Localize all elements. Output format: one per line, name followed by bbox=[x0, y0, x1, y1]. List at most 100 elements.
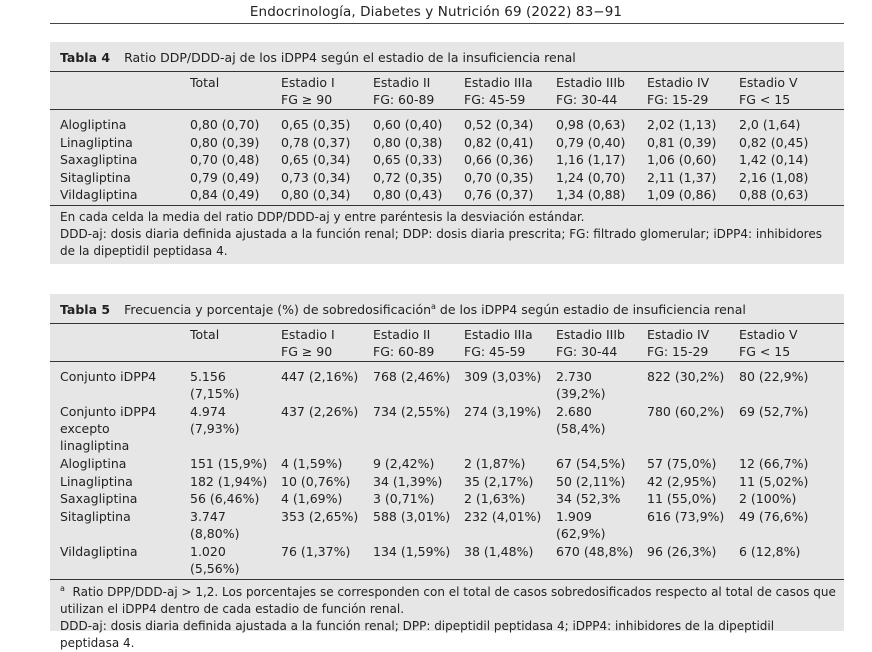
table-cell: 447 (2,16%) bbox=[281, 369, 359, 384]
table-4: Tabla 4 Ratio DDP/DDD-aj de los iDPP4 seg… bbox=[50, 42, 844, 264]
column-subheader: FG ≥ 90 bbox=[281, 92, 333, 107]
table-cell: 4 (1,69%) bbox=[281, 491, 343, 507]
table-4-top-rule bbox=[50, 71, 844, 72]
table-cell: 734 (2,55%) bbox=[373, 404, 451, 419]
table-cell: 0,60 (0,40) bbox=[373, 117, 443, 132]
column-subheader: FG: 45-59 bbox=[464, 92, 526, 107]
column-header: Estadio I bbox=[281, 75, 335, 90]
table-cell: 2,02 (1,13) bbox=[647, 117, 717, 132]
table-cell: 2.730 bbox=[556, 369, 592, 384]
table-5-bottom-rule bbox=[50, 579, 844, 580]
table-cell: 2 (100%) bbox=[739, 491, 797, 507]
column-header: Total bbox=[190, 327, 220, 342]
table-cell: 1.020 bbox=[190, 544, 226, 559]
row-label: Alogliptina bbox=[60, 117, 127, 132]
row-label: Vildagliptina bbox=[60, 544, 138, 559]
table-cell: 780 (60,2%) bbox=[647, 404, 725, 419]
table-5-header-rule bbox=[50, 361, 844, 362]
table-cell: 1,16 (1,17) bbox=[556, 152, 626, 167]
table-cell: (39,2%) bbox=[556, 386, 606, 402]
row-label: Conjunto iDPP4 bbox=[60, 369, 157, 384]
table-cell: 274 (3,19%) bbox=[464, 404, 542, 419]
table-cell: 34 (1,39%) bbox=[373, 473, 443, 489]
table-4-caption: Ratio DDP/DDD-aj de los iDPP4 según el e… bbox=[124, 50, 576, 65]
table-cell: 0,81 (0,39) bbox=[647, 134, 717, 150]
table-cell: 0,79 (0,40) bbox=[556, 134, 626, 150]
table-cell: 56 (6,46%) bbox=[190, 491, 260, 507]
table-cell: 35 (2,17%) bbox=[464, 473, 534, 489]
table-cell: (8,80%) bbox=[190, 526, 240, 542]
table-cell: 80 (22,9%) bbox=[739, 369, 809, 384]
table-5-footnote-2: DDD-aj: dosis diaria definida ajustada a… bbox=[60, 619, 775, 650]
table-4-number: Tabla 4 bbox=[60, 50, 111, 65]
table-cell: 49 (76,6%) bbox=[739, 509, 809, 524]
table-cell: 12 (66,7%) bbox=[739, 456, 809, 472]
table-cell: 0,70 (0,35) bbox=[464, 169, 534, 185]
table-cell: 0,76 (0,37) bbox=[464, 187, 534, 202]
table-4-header-rule bbox=[50, 109, 844, 110]
row-label: Vildagliptina bbox=[60, 187, 138, 202]
row-label: Conjunto iDPP4 bbox=[60, 404, 157, 419]
table-cell: 1,09 (0,86) bbox=[647, 187, 717, 202]
column-header: Estadio IIIa bbox=[464, 75, 533, 90]
column-subheader: FG: 60-89 bbox=[373, 344, 435, 359]
table-cell: 5.156 bbox=[190, 369, 226, 384]
table-cell: (7,15%) bbox=[190, 386, 240, 402]
table-cell: 0,65 (0,34) bbox=[281, 152, 351, 167]
table-5: Tabla 5 Frecuencia y porcentaje (%) de so… bbox=[50, 294, 844, 650]
table-cell: 42 (2,95%) bbox=[647, 473, 717, 489]
table-5-caption: Frecuencia y porcentaje (%) de sobredosi… bbox=[124, 302, 432, 317]
column-subheader: FG: 15-29 bbox=[647, 92, 709, 107]
column-header: Estadio V bbox=[739, 327, 798, 342]
table-cell: 76 (1,37%) bbox=[281, 544, 351, 559]
column-subheader: FG: 15-29 bbox=[647, 344, 709, 359]
table-5-caption-sup: a bbox=[431, 301, 436, 311]
table-cell: 4.974 bbox=[190, 404, 226, 419]
column-header: Estadio I bbox=[281, 327, 335, 342]
table-cell: 353 (2,65%) bbox=[281, 509, 359, 524]
column-header: Estadio II bbox=[373, 327, 431, 342]
table-cell: 2 (1,63%) bbox=[464, 491, 526, 507]
table-5-footnote-1-text: Ratio DPP/DDD-aj > 1,2. Los porcentajes … bbox=[60, 585, 836, 616]
table-cell: 11 (5,02%) bbox=[739, 473, 809, 489]
table-4-title: Tabla 4 Ratio DDP/DDD-aj de los iDPP4 seg… bbox=[60, 50, 576, 65]
table-cell: 2,16 (1,08) bbox=[739, 169, 809, 185]
table-cell: 0,98 (0,63) bbox=[556, 117, 626, 132]
column-subheader: FG: 60-89 bbox=[373, 92, 435, 107]
table-cell: 6 (12,8%) bbox=[739, 544, 801, 559]
table-cell: 67 (54,5%) bbox=[556, 456, 626, 472]
table-cell: 1,24 (0,70) bbox=[556, 169, 626, 185]
table-5-footnote-1: a Ratio DPP/DDD-aj > 1,2. Los porcentaje… bbox=[60, 584, 836, 618]
table-5-top-rule bbox=[50, 323, 844, 324]
page-header: Endocrinología, Diabetes y Nutrición 69 … bbox=[249, 4, 623, 20]
table-cell: 309 (3,03%) bbox=[464, 369, 542, 384]
column-subheader: FG ≥ 90 bbox=[281, 344, 333, 359]
table-cell: 2 (1,87%) bbox=[464, 456, 526, 472]
table-cell: 151 (15,9%) bbox=[190, 456, 268, 472]
table-cell: 588 (3,01%) bbox=[373, 509, 451, 524]
row-label: Saxagliptina bbox=[60, 152, 138, 167]
table-cell: 57 (75,0%) bbox=[647, 456, 717, 472]
table-cell: 2,11 (1,37) bbox=[647, 169, 717, 185]
table-cell: 2.680 bbox=[556, 404, 592, 419]
table-cell: 11 (55,0%) bbox=[647, 491, 717, 507]
table-cell: 768 (2,46%) bbox=[373, 369, 451, 384]
table-cell: 0,80 (0,43) bbox=[373, 187, 443, 202]
table-cell: 96 (26,3%) bbox=[647, 544, 717, 559]
table-cell: 3.747 bbox=[190, 509, 226, 524]
column-subheader: FG: 30-44 bbox=[556, 92, 618, 107]
column-header: Estadio II bbox=[373, 75, 431, 90]
table-cell: 0,72 (0,35) bbox=[373, 169, 443, 185]
table-cell: 232 (4,01%) bbox=[464, 509, 542, 524]
table-cell: 0,80 (0,38) bbox=[373, 134, 443, 150]
column-header: Estadio V bbox=[739, 75, 798, 90]
table-cell: 0,73 (0,34) bbox=[281, 169, 351, 185]
table-cell: 1.909 bbox=[556, 509, 592, 524]
table-4-footnote-2: DDD-aj: dosis diaria definida ajustada a… bbox=[60, 227, 822, 258]
table-cell: 3 (0,71%) bbox=[373, 491, 435, 507]
column-header: Estadio IIIb bbox=[556, 75, 625, 90]
row-label: Linagliptina bbox=[60, 473, 133, 489]
table-cell: 0,82 (0,41) bbox=[464, 134, 534, 150]
table-cell: 0,82 (0,45) bbox=[739, 134, 809, 150]
row-label: Linagliptina bbox=[60, 134, 133, 150]
